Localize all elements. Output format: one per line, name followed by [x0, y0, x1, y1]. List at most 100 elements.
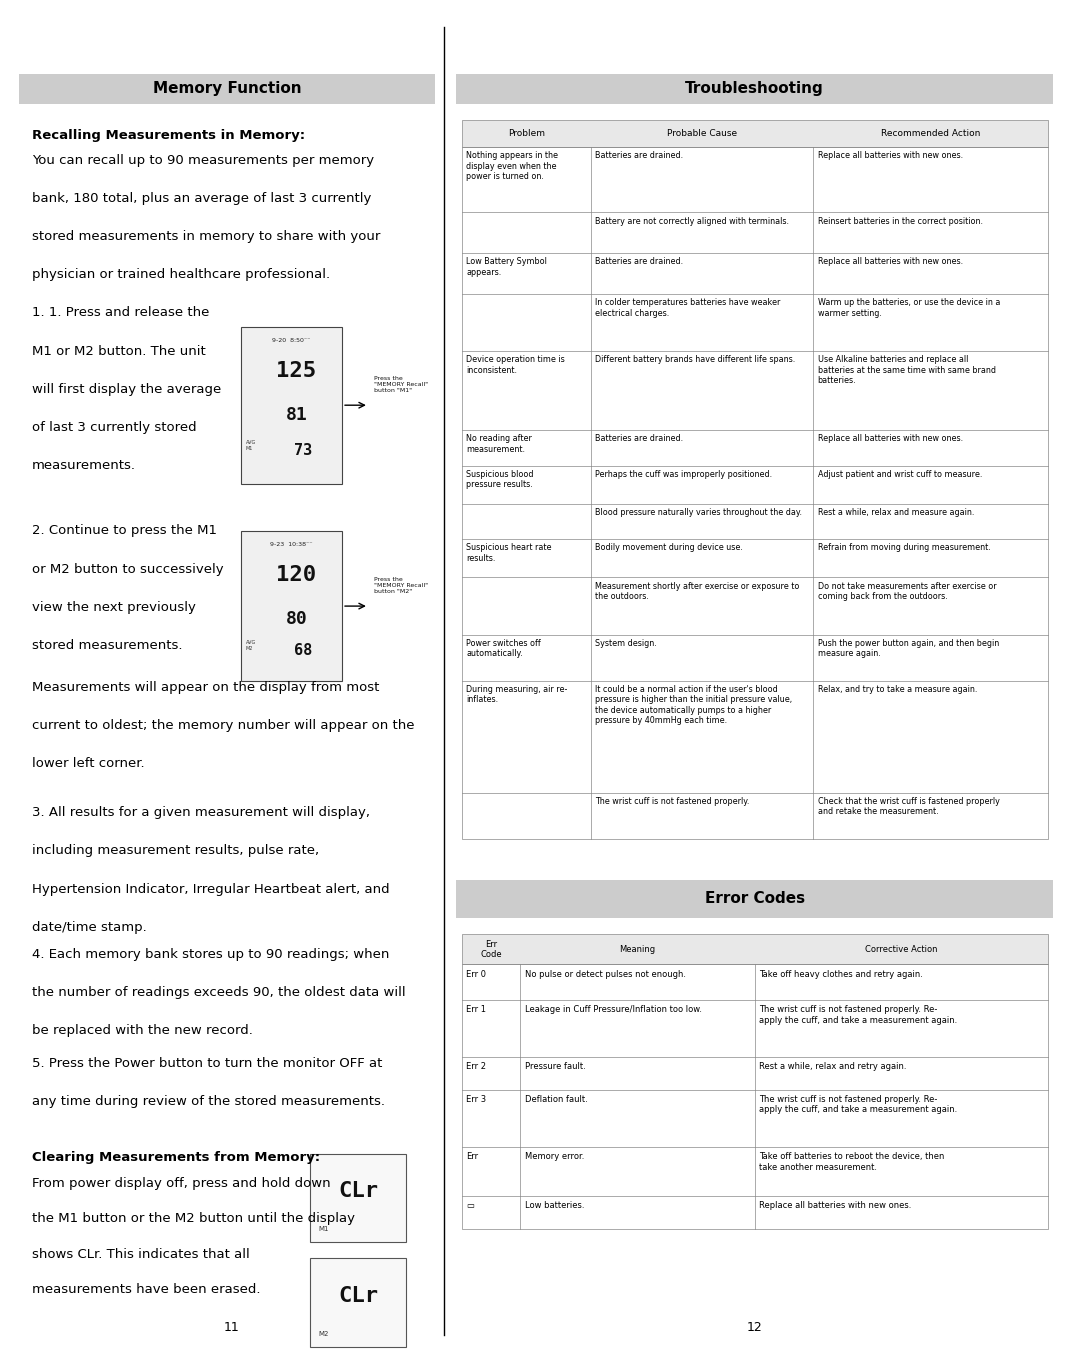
Text: including measurement results, pulse rate,: including measurement results, pulse rat…	[32, 844, 320, 858]
Text: Measurements will appear on the display from most: Measurements will appear on the display …	[32, 681, 379, 695]
Text: Use Alkaline batteries and replace all
batteries at the same time with same bran: Use Alkaline batteries and replace all b…	[818, 355, 995, 385]
Text: Check that the wrist cuff is fastened properly
and retake the measurement.: Check that the wrist cuff is fastened pr…	[818, 797, 1000, 816]
Text: Corrective Action: Corrective Action	[865, 945, 938, 953]
Text: Measurement shortly after exercise or exposure to
the outdoors.: Measurement shortly after exercise or ex…	[595, 582, 800, 601]
Text: M1 or M2 button. The unit: M1 or M2 button. The unit	[32, 345, 206, 358]
Text: current to oldest; the memory number will appear on the: current to oldest; the memory number wil…	[32, 719, 415, 733]
Text: M1: M1	[319, 1226, 329, 1231]
Text: 81: 81	[285, 406, 307, 424]
Text: Hypertension Indicator, Irregular Heartbeat alert, and: Hypertension Indicator, Irregular Heartb…	[32, 883, 390, 896]
Text: CLr: CLr	[338, 1286, 378, 1306]
Text: Power switches off
automatically.: Power switches off automatically.	[466, 639, 541, 658]
Text: 120: 120	[276, 565, 316, 586]
Text: The wrist cuff is not fastened properly. Re-
apply the cuff, and take a measurem: The wrist cuff is not fastened properly.…	[759, 1095, 957, 1114]
Text: any time during review of the stored measurements.: any time during review of the stored mea…	[32, 1095, 385, 1109]
Text: From power display off, press and hold down: From power display off, press and hold d…	[32, 1177, 330, 1190]
Text: 73: 73	[294, 443, 312, 458]
Text: Nothing appears in the
display even when the
power is turned on.: Nothing appears in the display even when…	[466, 151, 558, 181]
Text: Do not take measurements after exercise or
coming back from the outdoors.: Do not take measurements after exercise …	[818, 582, 996, 601]
Text: Low Battery Symbol
appears.: Low Battery Symbol appears.	[466, 257, 547, 276]
Text: Suspicious heart rate
results.: Suspicious heart rate results.	[466, 543, 552, 563]
Text: 2. Continue to press the M1: 2. Continue to press the M1	[32, 524, 217, 538]
Text: 9-20  8:50⁻⁻: 9-20 8:50⁻⁻	[273, 338, 310, 343]
Text: measurements have been erased.: measurements have been erased.	[32, 1283, 261, 1297]
Text: M2: M2	[319, 1331, 329, 1336]
Text: 3. All results for a given measurement will display,: 3. All results for a given measurement w…	[32, 806, 370, 820]
Text: view the next previously: view the next previously	[32, 601, 196, 614]
Text: be replaced with the new record.: be replaced with the new record.	[32, 1024, 253, 1038]
Text: or M2 button to successively: or M2 button to successively	[32, 563, 223, 576]
Text: Memory error.: Memory error.	[525, 1152, 584, 1162]
FancyBboxPatch shape	[310, 1258, 406, 1347]
Text: Press the
"MEMORY Recall"
button "M1": Press the "MEMORY Recall" button "M1"	[374, 376, 429, 394]
Text: 1. 1. Press and release the: 1. 1. Press and release the	[32, 306, 210, 320]
FancyBboxPatch shape	[310, 1154, 406, 1242]
Text: AVG
M1: AVG M1	[246, 440, 257, 451]
Text: Warm up the batteries, or use the device in a
warmer setting.: Warm up the batteries, or use the device…	[818, 298, 1000, 317]
Text: Batteries are drained.: Batteries are drained.	[595, 434, 683, 444]
Text: Take off heavy clothes and retry again.: Take off heavy clothes and retry again.	[759, 970, 923, 979]
Text: bank, 180 total, plus an average of last 3 currently: bank, 180 total, plus an average of last…	[32, 192, 371, 206]
Text: 68: 68	[294, 643, 312, 658]
Text: Suspicious blood
pressure results.: Suspicious blood pressure results.	[466, 470, 533, 489]
Text: CLr: CLr	[338, 1181, 378, 1201]
Text: Blood pressure naturally varies throughout the day.: Blood pressure naturally varies througho…	[595, 508, 802, 518]
Text: The wrist cuff is not fastened properly.: The wrist cuff is not fastened properly.	[595, 797, 749, 806]
Text: shows CLr. This indicates that all: shows CLr. This indicates that all	[32, 1248, 250, 1261]
Text: 5. Press the Power button to turn the monitor OFF at: 5. Press the Power button to turn the mo…	[32, 1057, 383, 1071]
Text: stored measurements in memory to share with your: stored measurements in memory to share w…	[32, 230, 381, 244]
Text: Batteries are drained.: Batteries are drained.	[595, 151, 683, 161]
Text: No pulse or detect pulses not enough.: No pulse or detect pulses not enough.	[525, 970, 685, 979]
Text: 125: 125	[276, 361, 316, 381]
Text: AVG
M2: AVG M2	[246, 640, 257, 651]
FancyBboxPatch shape	[462, 934, 1048, 964]
Text: Pressure fault.: Pressure fault.	[525, 1062, 586, 1072]
Text: Err 3: Err 3	[466, 1095, 486, 1105]
Text: During measuring, air re-
inflates.: During measuring, air re- inflates.	[466, 685, 568, 704]
Text: Err
Code: Err Code	[480, 940, 502, 959]
Text: date/time stamp.: date/time stamp.	[32, 921, 146, 934]
Text: Replace all batteries with new ones.: Replace all batteries with new ones.	[818, 434, 963, 444]
Text: Probable Cause: Probable Cause	[667, 129, 737, 138]
Text: Troubleshooting: Troubleshooting	[685, 80, 824, 97]
Text: Relax, and try to take a measure again.: Relax, and try to take a measure again.	[818, 685, 977, 695]
Text: Problem: Problem	[508, 129, 545, 138]
Text: In colder temperatures batteries have weaker
electrical charges.: In colder temperatures batteries have we…	[595, 298, 780, 317]
Text: Err 1: Err 1	[466, 1005, 486, 1015]
Text: Rest a while, relax and measure again.: Rest a while, relax and measure again.	[818, 508, 974, 518]
Text: Err 2: Err 2	[466, 1062, 486, 1072]
Text: Device operation time is
inconsistent.: Device operation time is inconsistent.	[466, 355, 564, 375]
Text: Meaning: Meaning	[620, 945, 655, 953]
Text: 80: 80	[285, 610, 307, 628]
Text: Different battery brands have different life spans.: Different battery brands have different …	[595, 355, 795, 365]
FancyBboxPatch shape	[241, 327, 342, 484]
Text: Battery are not correctly aligned with terminals.: Battery are not correctly aligned with t…	[595, 217, 789, 226]
Text: You can recall up to 90 measurements per memory: You can recall up to 90 measurements per…	[32, 154, 374, 168]
Text: ▭: ▭	[466, 1201, 474, 1211]
Text: Perhaps the cuff was improperly positioned.: Perhaps the cuff was improperly position…	[595, 470, 772, 479]
Text: will first display the average: will first display the average	[32, 383, 221, 396]
Text: System design.: System design.	[595, 639, 656, 648]
FancyBboxPatch shape	[241, 531, 342, 681]
FancyBboxPatch shape	[456, 880, 1053, 918]
Text: 9-23  10:38⁻⁻: 9-23 10:38⁻⁻	[270, 542, 312, 548]
Text: It could be a normal action if the user's blood
pressure is higher than the init: It could be a normal action if the user'…	[595, 685, 792, 726]
Text: Replace all batteries with new ones.: Replace all batteries with new ones.	[759, 1201, 912, 1211]
Text: Clearing Measurements from Memory:: Clearing Measurements from Memory:	[32, 1151, 321, 1165]
Text: No reading after
measurement.: No reading after measurement.	[466, 434, 532, 454]
Text: 11: 11	[223, 1321, 239, 1335]
Text: Recalling Measurements in Memory:: Recalling Measurements in Memory:	[32, 129, 305, 143]
Text: measurements.: measurements.	[32, 459, 136, 473]
Text: Bodily movement during device use.: Bodily movement during device use.	[595, 543, 743, 553]
Text: Recommended Action: Recommended Action	[881, 129, 980, 138]
FancyBboxPatch shape	[456, 74, 1053, 104]
Text: 4. Each memory bank stores up to 90 readings; when: 4. Each memory bank stores up to 90 read…	[32, 948, 389, 962]
Text: Take off batteries to reboot the device, then
take another measurement.: Take off batteries to reboot the device,…	[759, 1152, 944, 1171]
Text: the M1 button or the M2 button until the display: the M1 button or the M2 button until the…	[32, 1212, 355, 1226]
Text: Low batteries.: Low batteries.	[525, 1201, 584, 1211]
Text: Leakage in Cuff Pressure/Inflation too low.: Leakage in Cuff Pressure/Inflation too l…	[525, 1005, 701, 1015]
Text: The wrist cuff is not fastened properly. Re-
apply the cuff, and take a measurem: The wrist cuff is not fastened properly.…	[759, 1005, 957, 1024]
FancyBboxPatch shape	[19, 74, 435, 104]
Text: of last 3 currently stored: of last 3 currently stored	[32, 421, 197, 434]
Text: Error Codes: Error Codes	[704, 891, 805, 907]
